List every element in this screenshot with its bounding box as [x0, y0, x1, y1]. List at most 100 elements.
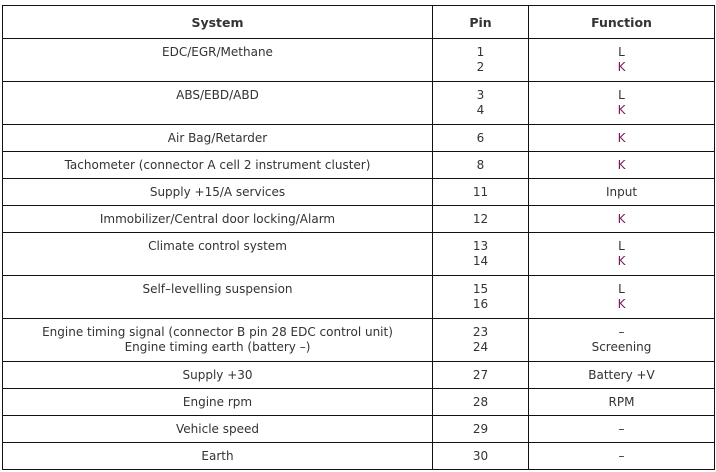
pin-cell: 6: [432, 124, 529, 152]
system-cell-line: ABS/EBD/ABD: [176, 88, 259, 102]
system-cell: Supply +30: [2, 361, 433, 389]
function-cell-line: K: [617, 212, 626, 226]
table-row: Supply +30 27 Battery +V: [2, 361, 715, 389]
table-row: Earth 30 –: [2, 442, 715, 470]
function-cell-line: K: [617, 103, 626, 117]
function-cell-line: Battery +V: [588, 368, 655, 382]
table-row: Vehicle speed 29 –: [2, 415, 715, 443]
pin-cell-line: 13: [472, 239, 489, 253]
pin-cell-line: 1: [476, 45, 485, 59]
function-cell: Input: [528, 178, 715, 206]
table-row: Engine timing signal (connector B pin 28…: [2, 318, 715, 362]
pin-cell: 30: [432, 442, 529, 470]
function-cell: K: [528, 151, 715, 179]
pin-cell-line: 23: [472, 325, 489, 339]
pin-cell-line: 3: [476, 88, 485, 102]
system-cell-line: EDC/EGR/Methane: [162, 45, 273, 59]
pin-cell-line: 29: [472, 422, 489, 436]
pin-cell: 15 16: [432, 275, 529, 319]
function-cell: RPM: [528, 388, 715, 416]
pin-cell-line: 6: [476, 131, 485, 145]
pin-function-table: System Pin Function EDC/EGR/Methane 1 2 L K A…: [2, 5, 715, 470]
table-row: Tachometer (connector A cell 2 instrumen…: [2, 151, 715, 179]
function-cell: – Screening: [528, 318, 715, 362]
pin-cell: 29: [432, 415, 529, 443]
system-cell: Vehicle speed: [2, 415, 433, 443]
function-cell: K: [528, 205, 715, 233]
header-pin: Pin: [432, 5, 529, 39]
system-cell: Engine rpm: [2, 388, 433, 416]
function-cell: Battery +V: [528, 361, 715, 389]
function-cell-line: L: [618, 239, 625, 253]
pin-cell-line: 11: [472, 185, 489, 199]
function-cell-line: –: [618, 422, 625, 436]
system-cell-line: Self–levelling suspension: [142, 282, 293, 296]
table-row: Climate control system 13 14 L K: [2, 232, 715, 276]
function-cell-line: K: [617, 254, 626, 268]
system-cell-line: Immobilizer/Central door locking/Alarm: [99, 212, 336, 226]
system-cell-line: Air Bag/Retarder: [167, 131, 268, 145]
table-row: Supply +15/A services 11 Input: [2, 178, 715, 206]
pin-cell: 27: [432, 361, 529, 389]
pin-cell: 13 14: [432, 232, 529, 276]
function-cell: –: [528, 415, 715, 443]
pin-cell: 8: [432, 151, 529, 179]
pin-cell-line: 16: [472, 297, 489, 311]
function-cell-line: L: [618, 282, 625, 296]
function-cell-line: L: [618, 45, 625, 59]
header-system: System: [2, 5, 433, 39]
function-cell-line: K: [617, 297, 626, 311]
pin-cell: 28: [432, 388, 529, 416]
system-cell: Air Bag/Retarder: [2, 124, 433, 152]
system-cell-line: Engine timing signal (connector B pin 28…: [42, 325, 393, 339]
system-cell-line: Supply +15/A services: [149, 185, 286, 199]
system-cell-line: Earth: [201, 449, 234, 463]
system-cell: Earth: [2, 442, 433, 470]
system-cell: ABS/EBD/ABD: [2, 81, 433, 125]
table-row: Air Bag/Retarder 6 K: [2, 124, 715, 152]
system-cell: Immobilizer/Central door locking/Alarm: [2, 205, 433, 233]
header-function: Function: [528, 5, 715, 39]
table-row: Engine rpm 28 RPM: [2, 388, 715, 416]
pin-cell-line: 2: [476, 60, 485, 74]
function-cell-line: K: [617, 158, 626, 172]
system-cell-line: Vehicle speed: [176, 422, 259, 436]
function-cell: K: [528, 124, 715, 152]
function-cell-line: –: [618, 449, 625, 463]
table-row: Immobilizer/Central door locking/Alarm 12…: [2, 205, 715, 233]
function-cell: –: [528, 442, 715, 470]
pin-cell-line: 27: [472, 368, 489, 382]
pin-cell-line: 24: [472, 340, 489, 354]
pin-cell-line: 8: [476, 158, 485, 172]
pin-cell-line: 12: [472, 212, 489, 226]
system-cell: EDC/EGR/Methane: [2, 38, 433, 82]
function-cell-line: Screening: [591, 340, 652, 354]
function-cell-line: RPM: [608, 395, 635, 409]
pin-cell: 12: [432, 205, 529, 233]
function-cell-line: K: [617, 131, 626, 145]
system-cell-line: Engine rpm: [182, 395, 253, 409]
system-cell: Tachometer (connector A cell 2 instrumen…: [2, 151, 433, 179]
system-cell: Supply +15/A services: [2, 178, 433, 206]
table-row: ABS/EBD/ABD 3 4 L K: [2, 81, 715, 125]
function-cell-line: L: [618, 88, 625, 102]
pin-cell-line: 4: [476, 103, 485, 117]
system-cell: Engine timing signal (connector B pin 28…: [2, 318, 433, 362]
system-cell-line: Climate control system: [148, 239, 287, 253]
pin-cell-line: 15: [472, 282, 489, 296]
table-row: EDC/EGR/Methane 1 2 L K: [2, 38, 715, 82]
pin-cell: 23 24: [432, 318, 529, 362]
function-cell-line: K: [617, 60, 626, 74]
system-cell-line: Supply +30: [182, 368, 253, 382]
system-cell-line: Engine timing earth (battery –): [124, 340, 311, 354]
pin-cell-line: 14: [472, 254, 489, 268]
system-cell: Self–levelling suspension: [2, 275, 433, 319]
pin-cell: 11: [432, 178, 529, 206]
function-cell-line: Input: [605, 185, 638, 199]
